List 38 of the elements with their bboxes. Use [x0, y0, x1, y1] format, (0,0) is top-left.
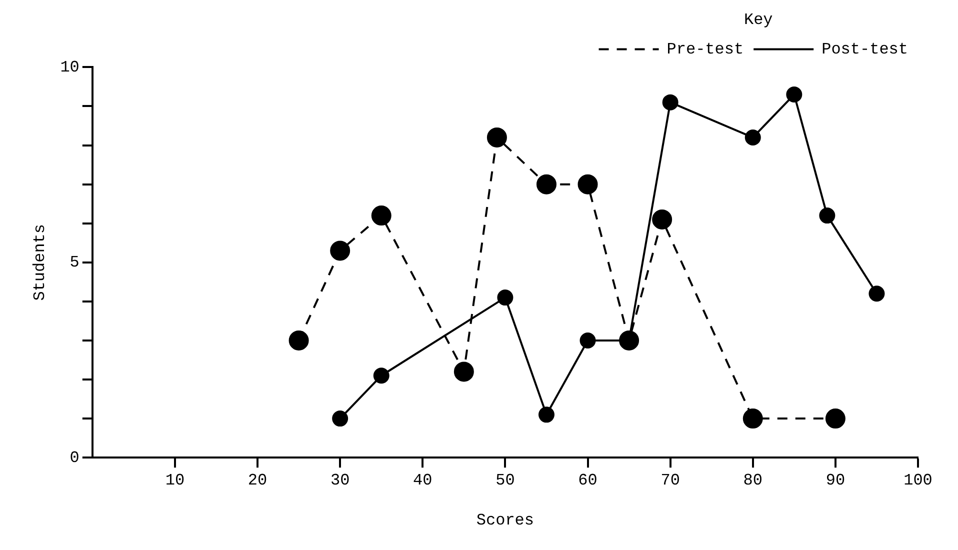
- point: [662, 94, 678, 110]
- legend-title: Key: [744, 11, 774, 30]
- y-tick-label: 5: [70, 254, 80, 272]
- legend-label: Post-test: [822, 40, 908, 58]
- point: [578, 174, 598, 194]
- point: [330, 240, 350, 261]
- x-tick-label: 30: [330, 471, 350, 490]
- y-tick-label: 0: [70, 448, 80, 467]
- point: [288, 330, 309, 350]
- x-tick-label: 40: [413, 471, 432, 490]
- point: [744, 129, 761, 146]
- point: [652, 209, 672, 230]
- point: [786, 86, 802, 103]
- x-tick-label: 60: [578, 471, 598, 490]
- point: [454, 362, 474, 382]
- x-tick-label: 90: [826, 471, 846, 490]
- x-tick-label: 100: [904, 471, 932, 490]
- y-tick-label: 10: [60, 58, 80, 76]
- x-tick-label: 10: [165, 471, 185, 490]
- point: [825, 408, 846, 429]
- x-tick-label: 20: [248, 471, 268, 490]
- y-axis-title: Students: [30, 224, 49, 301]
- x-axis-title: Scores: [476, 512, 534, 530]
- point: [742, 408, 763, 429]
- point: [580, 332, 596, 348]
- x-tick-label: 50: [496, 471, 515, 490]
- x-tick-label: 70: [660, 471, 680, 490]
- point: [819, 208, 836, 224]
- legend-label: Pre-test: [666, 40, 744, 58]
- point: [332, 410, 348, 427]
- point: [486, 127, 507, 148]
- x-tick-label: 80: [743, 471, 762, 490]
- point: [536, 174, 556, 194]
- point: [868, 286, 885, 302]
- point: [371, 206, 392, 226]
- point: [497, 290, 514, 306]
- point: [538, 406, 554, 423]
- point: [373, 368, 390, 384]
